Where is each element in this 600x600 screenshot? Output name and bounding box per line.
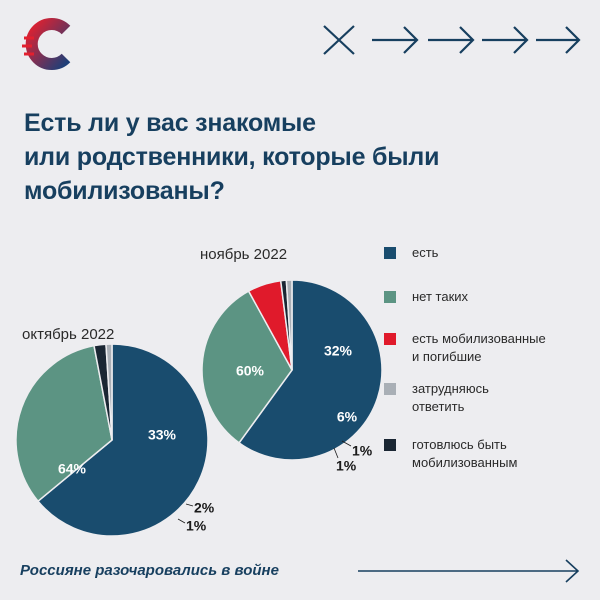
data-label-yes: 64% — [58, 461, 87, 477]
pie-slice-yes — [238, 279, 383, 461]
title-line: Есть ли у вас знакомые — [24, 109, 316, 137]
data-label-preparing: 1% — [352, 443, 373, 459]
title-line: или родственники, которые были — [24, 143, 440, 171]
leader-line — [185, 503, 194, 507]
legend-label: нет таких — [412, 289, 469, 304]
legend-swatch — [384, 291, 396, 303]
data-label-preparing: 2% — [194, 500, 215, 516]
legend-swatch — [384, 383, 396, 395]
legend-label: готовлюсь быть мобилизованным — [412, 437, 518, 470]
period-label-november: ноябрь 2022 — [200, 246, 288, 263]
pie-slice-yes — [36, 343, 209, 537]
legend-swatch — [384, 333, 396, 345]
legend-label: есть — [412, 245, 439, 260]
logo-icon — [22, 18, 71, 70]
data-label-yes: 60% — [236, 363, 265, 379]
legend-label: затрудняюсь ответить — [412, 381, 489, 414]
data-label-killed: 6% — [337, 409, 358, 425]
data-label-unsure: 1% — [336, 458, 357, 474]
leader-line — [177, 518, 186, 524]
pie-chart-1: 60% 32% 6% 1%1% — [201, 279, 383, 474]
pie-slice-unsure — [285, 279, 293, 371]
data-label-no: 32% — [324, 343, 353, 359]
arrow-right-icon — [428, 26, 475, 54]
pie-chart-0: 64% 33% 2% 1% — [15, 343, 215, 537]
pie-slice-no — [15, 344, 113, 503]
footer-link-text[interactable]: Россияне разочаровались в войне — [20, 562, 279, 579]
pie-slice-no — [201, 290, 293, 444]
data-label-no: 33% — [148, 427, 177, 443]
arrow-right-icon — [482, 26, 529, 54]
arrows-decoration — [323, 25, 581, 55]
close-cross-icon — [323, 25, 355, 55]
pie-slice-unsure — [105, 343, 113, 441]
period-label-october: октябрь 2022 — [22, 326, 115, 343]
leader-line — [333, 447, 339, 459]
legend-label: есть мобилизованные и погибшие — [412, 331, 546, 364]
arrow-right-icon — [536, 26, 581, 54]
legend-swatch — [384, 247, 396, 259]
title-line: мобилизованы? — [24, 177, 225, 205]
legend-swatch — [384, 439, 396, 451]
leader-line — [341, 440, 352, 447]
data-label-unsure: 1% — [186, 518, 207, 534]
page-title: Есть ли у вас знакомые или родственники,… — [24, 106, 544, 208]
long-arrow-right-icon[interactable] — [356, 558, 582, 584]
arrow-right-icon — [372, 26, 419, 54]
